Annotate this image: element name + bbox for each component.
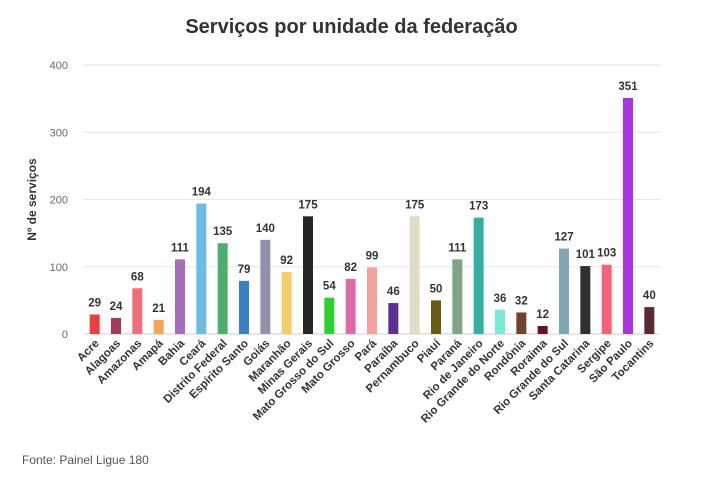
y-axis-title: Nº de serviços (25, 158, 39, 241)
bar (239, 280, 249, 334)
bar (217, 243, 228, 334)
bar (516, 312, 527, 334)
bar (452, 259, 463, 334)
bar (111, 317, 121, 334)
data-label: 54 (323, 281, 336, 293)
bar (431, 300, 441, 334)
data-label: 194 (192, 187, 212, 199)
data-label: 175 (405, 199, 425, 211)
data-label: 82 (344, 262, 357, 274)
data-label: 40 (643, 290, 656, 302)
bar (303, 216, 313, 334)
data-label: 175 (298, 199, 318, 211)
data-label: 46 (387, 286, 400, 298)
data-label: 21 (152, 303, 165, 315)
bar (473, 217, 484, 334)
bar (644, 307, 655, 334)
bar (89, 314, 100, 334)
bar (580, 266, 591, 334)
data-label: 12 (536, 309, 549, 321)
data-label: 103 (597, 248, 616, 260)
bar (409, 216, 420, 334)
y-tick-label: 100 (50, 262, 68, 274)
data-label: 111 (448, 242, 467, 254)
bar (601, 264, 612, 334)
data-label: 92 (280, 255, 293, 267)
data-label: 36 (494, 293, 507, 305)
y-tick-label: 200 (50, 195, 68, 207)
chart-title: Serviços por unidade da federação (185, 16, 518, 38)
y-tick-label: 400 (50, 60, 68, 72)
data-label: 127 (554, 232, 573, 244)
data-label: 29 (88, 297, 101, 309)
y-tick-label: 300 (50, 127, 68, 139)
bar (623, 97, 633, 334)
data-label: 32 (515, 295, 528, 307)
data-label: 79 (238, 264, 251, 276)
bar (153, 319, 164, 334)
bar (495, 309, 505, 334)
bar (345, 278, 356, 334)
bar (175, 259, 185, 334)
data-label: 99 (366, 250, 379, 262)
bar (132, 288, 143, 334)
source-note: Fonte: Painel Ligue 180 (22, 453, 149, 467)
bar (196, 203, 207, 334)
data-label: 68 (131, 271, 144, 283)
bar (559, 248, 569, 334)
bar (281, 272, 292, 334)
bar (388, 303, 399, 334)
bar (367, 267, 377, 334)
bar (537, 325, 548, 334)
data-label: 135 (213, 226, 233, 238)
data-label: 140 (256, 223, 275, 235)
data-label: 50 (430, 283, 443, 295)
data-label: 101 (576, 249, 596, 261)
data-label: 24 (110, 301, 123, 313)
data-label: 173 (469, 201, 488, 213)
bar (260, 239, 271, 334)
bar (324, 297, 335, 334)
y-tick-label: 0 (62, 329, 68, 341)
data-label: 111 (171, 242, 190, 254)
data-label: 351 (618, 81, 638, 93)
